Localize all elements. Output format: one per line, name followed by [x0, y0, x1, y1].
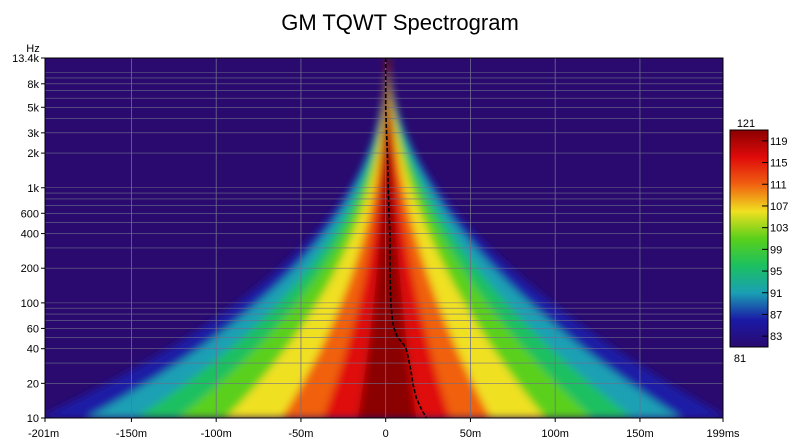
x-tick-label: 199ms — [706, 428, 740, 440]
y-tick-label: 8k — [27, 79, 39, 91]
colorbar-tick-label: 99 — [770, 244, 782, 256]
colorbar: 121 81 119 115 111 107 103 99 95 91 87 83 — [729, 118, 788, 365]
y-tick-label: 20 — [27, 378, 39, 390]
spectrogram-body — [45, 58, 723, 418]
colorbar-tick-label: 95 — [770, 266, 782, 278]
y-tick-label: 3k — [27, 128, 39, 140]
x-tick-label: 100m — [541, 428, 569, 440]
colorbar-tick-label: 115 — [770, 158, 788, 170]
colorbar-tick-label: 107 — [770, 201, 788, 213]
y-tick-label: 600 — [21, 208, 39, 220]
colorbar-max-label: 121 — [737, 118, 755, 130]
plot-frame — [44, 57, 724, 419]
x-tick-label: -50m — [288, 428, 313, 440]
colorbar-tick-label: 103 — [770, 223, 788, 235]
x-tick-label: 0 — [383, 428, 389, 440]
x-tick-label: -100m — [201, 428, 232, 440]
x-tick-label: 150m — [626, 428, 654, 440]
x-tick-label: 50m — [460, 428, 481, 440]
y-tick-label: 5k — [27, 102, 39, 114]
x-axis: -201m -150m -100m -50m 0 50m 100m 150m 199ms — [28, 418, 740, 440]
y-tick-label: 400 — [21, 229, 39, 241]
colorbar-min-label: 81 — [734, 353, 746, 365]
colorbar-tick-label: 119 — [770, 136, 788, 148]
grid — [45, 58, 723, 418]
x-tick-label: -150m — [116, 428, 147, 440]
y-axis-unit-label: Hz — [26, 43, 39, 55]
y-tick-label: 100 — [21, 298, 39, 310]
spectrogram-band-7 — [357, 58, 417, 418]
peak-delay-curve — [384, 58, 428, 418]
colorbar-tick-label: 91 — [770, 288, 782, 300]
plot-area — [45, 58, 723, 418]
y-tick-label: 2k — [27, 148, 39, 160]
colorbar-gradient — [729, 129, 769, 348]
y-tick-label: 1k — [27, 183, 39, 195]
colorbar-tick-label: 83 — [770, 331, 782, 343]
x-tick-label: -201m — [28, 428, 59, 440]
colorbar-tick-label: 111 — [770, 179, 787, 191]
y-tick-label: 40 — [27, 344, 39, 356]
colorbar-tick-label: 87 — [770, 309, 782, 321]
y-tick-label: 10 — [27, 413, 39, 425]
y-tick-label: 13.4k — [12, 53, 39, 65]
y-tick-label: 60 — [27, 323, 39, 335]
chart-title: GM TQWT Spectrogram — [281, 10, 519, 35]
y-axis: 13.4k 8k 5k 3k 2k 1k 600 400 200 100 60 40 20 10 — [12, 53, 45, 425]
y-tick-label: 200 — [21, 263, 39, 275]
